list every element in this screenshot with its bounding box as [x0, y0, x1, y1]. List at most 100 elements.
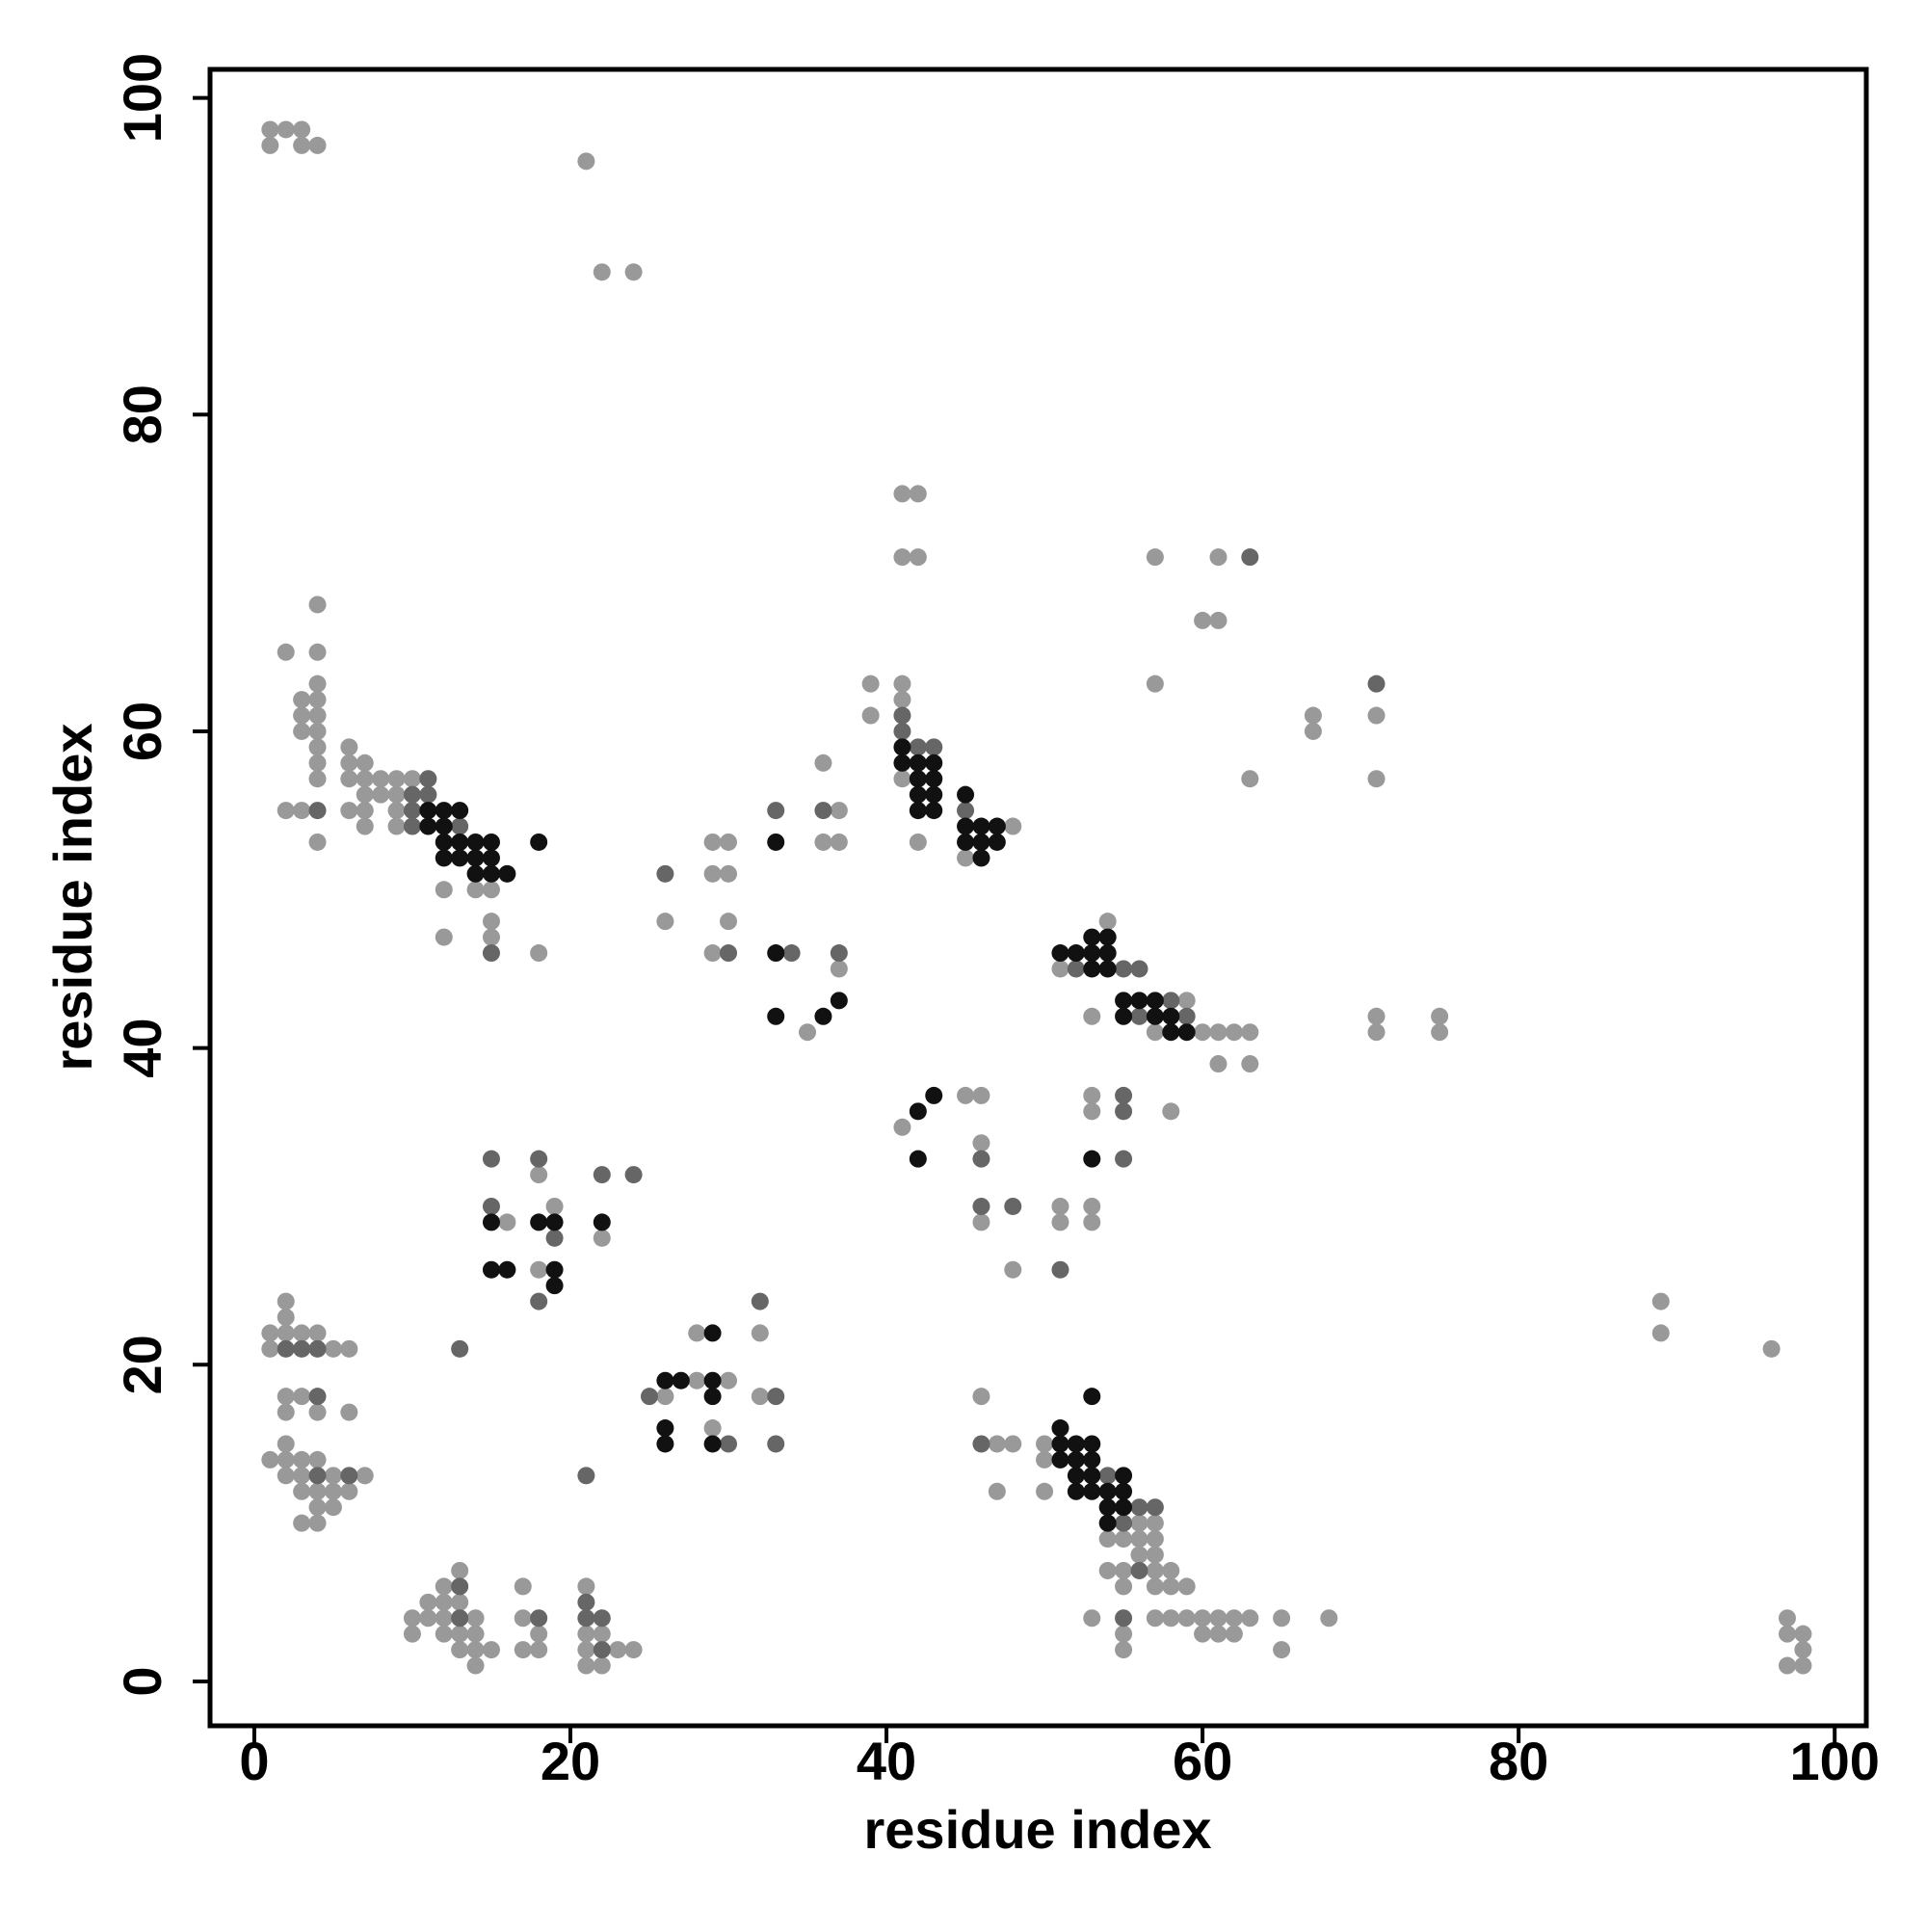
point [1367, 770, 1386, 788]
point [893, 722, 911, 740]
point [308, 706, 327, 725]
point [972, 817, 990, 835]
point [387, 817, 406, 835]
point [1304, 722, 1322, 740]
point [403, 785, 421, 804]
point [308, 1339, 327, 1358]
point [957, 1086, 975, 1104]
point [530, 1625, 548, 1643]
point [988, 817, 1006, 835]
point [466, 1609, 485, 1628]
point [703, 833, 722, 851]
point [277, 1309, 295, 1327]
point [466, 833, 485, 851]
point [1130, 1514, 1148, 1532]
point [1177, 1023, 1196, 1042]
point [972, 1213, 990, 1231]
point [972, 1150, 990, 1168]
point [1162, 1609, 1180, 1628]
point [340, 1339, 358, 1358]
point [1194, 1625, 1212, 1643]
point [1778, 1656, 1796, 1675]
point [1098, 928, 1117, 946]
point [893, 485, 911, 503]
point [893, 548, 911, 567]
point [767, 833, 785, 851]
point [1051, 1435, 1069, 1453]
point [482, 1213, 500, 1231]
point [498, 1260, 516, 1279]
point [1273, 1609, 1291, 1628]
points [261, 120, 1812, 1675]
point [909, 1150, 927, 1168]
point [1177, 1577, 1196, 1596]
point [1209, 1625, 1227, 1643]
point [1194, 611, 1212, 629]
point [545, 1213, 564, 1231]
point [656, 1419, 674, 1438]
point [909, 548, 927, 567]
point [308, 738, 327, 756]
point [293, 1339, 311, 1358]
point [1098, 1530, 1117, 1548]
point [972, 849, 990, 867]
point [593, 1609, 611, 1628]
point [767, 802, 785, 820]
point [340, 1467, 358, 1485]
point [1209, 611, 1227, 629]
point [1146, 548, 1164, 567]
point [909, 754, 927, 772]
point [1083, 1007, 1101, 1025]
point [1098, 1561, 1117, 1579]
point [1431, 1023, 1449, 1042]
point [957, 817, 975, 835]
point [419, 1593, 437, 1611]
point [767, 1435, 785, 1453]
point [1146, 1023, 1164, 1042]
point [656, 913, 674, 931]
point [893, 706, 911, 725]
point [1194, 1023, 1212, 1042]
point [593, 263, 611, 281]
point [861, 675, 880, 693]
point [293, 1514, 311, 1532]
point [925, 754, 943, 772]
point [703, 864, 722, 883]
point [1051, 1450, 1069, 1469]
point [435, 849, 453, 867]
point [814, 802, 832, 820]
point [577, 1593, 595, 1611]
point [1162, 1577, 1180, 1596]
point [387, 785, 406, 804]
point [972, 1197, 990, 1215]
point [308, 1498, 327, 1517]
point [387, 770, 406, 788]
point [530, 1609, 548, 1628]
point [293, 1467, 311, 1485]
point [767, 1007, 785, 1025]
point [703, 1371, 722, 1389]
point [324, 1467, 342, 1485]
point [624, 1166, 643, 1184]
point [482, 944, 500, 963]
point [466, 1656, 485, 1675]
point [293, 706, 311, 725]
point [277, 1403, 295, 1421]
point [1320, 1609, 1338, 1628]
point [1083, 1388, 1101, 1406]
point [1794, 1641, 1812, 1659]
point [577, 1577, 595, 1596]
point [308, 1388, 327, 1406]
point [1209, 548, 1227, 567]
point [435, 833, 453, 851]
point [577, 1609, 595, 1628]
point [814, 833, 832, 851]
point [1130, 992, 1148, 1010]
point [624, 1641, 643, 1659]
point [451, 802, 469, 820]
point [1067, 944, 1085, 963]
point [656, 1388, 674, 1406]
point [451, 1339, 469, 1358]
point [1051, 1213, 1069, 1231]
point [1225, 1625, 1243, 1643]
